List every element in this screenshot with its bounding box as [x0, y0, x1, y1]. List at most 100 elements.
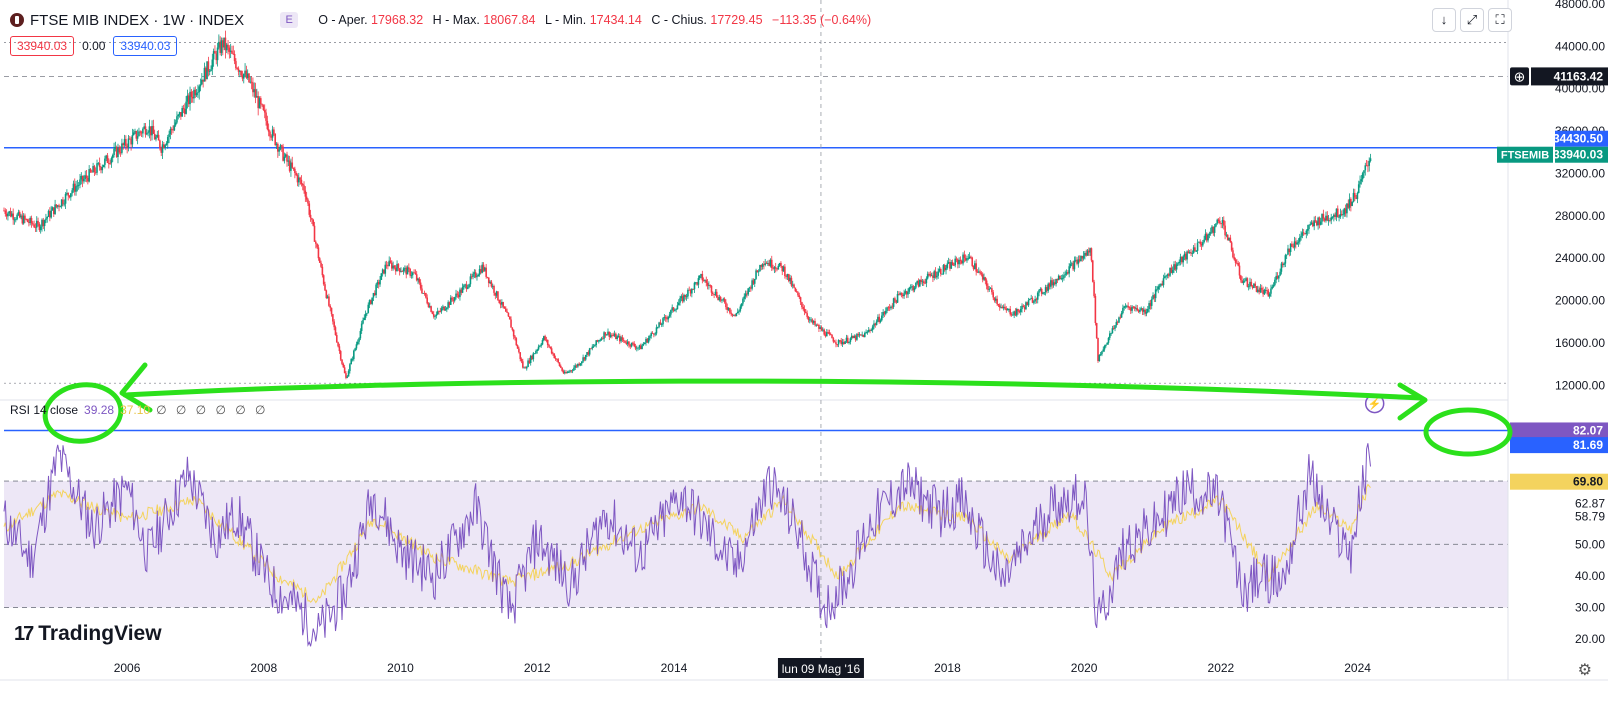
fullscreen-icon[interactable]: ⛶	[1488, 8, 1512, 32]
price-axis-tick-label: 20000.00	[1555, 294, 1605, 308]
price-candle	[891, 306, 894, 308]
price-candle	[968, 256, 971, 259]
price-candle	[879, 320, 882, 322]
price-candle	[353, 350, 355, 360]
price-candle	[1038, 290, 1040, 293]
price-candle	[654, 333, 656, 335]
rsi-axis-label: 82.07	[1573, 423, 1603, 437]
price-candle	[224, 37, 227, 51]
price-candle	[199, 84, 202, 87]
expand-icon[interactable]: ⤢	[1460, 8, 1484, 32]
price-candle	[776, 268, 778, 270]
price-candle	[770, 259, 773, 268]
price-candle	[313, 225, 316, 242]
rsi-legend: RSI 14 close 39.28 37.10 ∅ ∅ ∅ ∅ ∅ ∅	[10, 403, 269, 417]
price-candle	[1064, 274, 1067, 276]
price-candle	[843, 341, 845, 344]
price-candle	[341, 359, 343, 364]
price-candle	[522, 361, 524, 368]
price-candle	[1251, 286, 1254, 289]
gear-icon[interactable]: ⚙	[1577, 662, 1592, 679]
price-candle	[818, 324, 820, 329]
price-candle	[62, 199, 64, 204]
price-candle	[1060, 278, 1063, 280]
price-candle	[719, 297, 722, 301]
buy-price-box[interactable]: 33940.03	[113, 36, 178, 56]
price-candle	[1141, 308, 1144, 312]
sell-price-box[interactable]: 33940.03	[10, 36, 75, 56]
price-candle	[328, 296, 330, 306]
exchange-badge[interactable]: E	[280, 12, 299, 28]
symbol-title[interactable]: FTSE MIB INDEX · 1W · INDEX	[30, 11, 245, 29]
price-candle	[666, 318, 668, 320]
price-candle	[1099, 354, 1102, 356]
price-candle	[1008, 308, 1010, 310]
price-axis-tick-label: 48000.00	[1555, 0, 1605, 11]
price-candle	[780, 262, 782, 266]
symbol-header: FTSE MIB INDEX · 1W · INDEX E O - Aper. …	[10, 8, 877, 32]
price-candle	[1017, 309, 1019, 312]
price-candle	[405, 267, 408, 275]
rsi-axis-tick-label: 30.00	[1575, 601, 1605, 615]
price-candle	[4, 210, 7, 214]
price-candle	[212, 51, 215, 60]
price-candle	[1283, 263, 1285, 265]
price-candle	[1257, 289, 1259, 292]
price-candle	[565, 372, 567, 374]
price-candle	[580, 361, 583, 364]
price-candle	[900, 293, 903, 295]
price-candle	[47, 210, 50, 217]
price-candle	[858, 334, 861, 336]
price-candle	[1144, 309, 1146, 314]
down-arrow-icon[interactable]: ↓	[1432, 8, 1456, 32]
price-candle	[326, 296, 329, 299]
price-candle	[292, 167, 295, 169]
price-candle	[1190, 252, 1192, 254]
price-candle	[30, 217, 33, 224]
price-candle	[747, 288, 749, 295]
price-candle	[912, 286, 915, 291]
add-level-button[interactable]	[1510, 67, 1529, 86]
price-candle	[988, 288, 991, 290]
price-candle	[93, 166, 96, 172]
price-candle	[575, 365, 578, 367]
price-candle	[1126, 305, 1128, 307]
price-candle	[37, 220, 39, 224]
price-candle	[415, 274, 418, 281]
price-candle	[482, 264, 485, 271]
tradingview-logo[interactable]: 17 TradingView	[14, 622, 162, 646]
price-candle	[98, 163, 101, 168]
price-candle	[1285, 254, 1288, 256]
price-candle	[1098, 354, 1101, 361]
symbol-tag-box	[1497, 146, 1553, 163]
price-candle	[222, 40, 224, 48]
price-candle	[641, 345, 643, 350]
rsi-axis-tick-label: 58.79	[1575, 510, 1605, 524]
price-candle	[373, 293, 376, 296]
price-candle	[239, 70, 241, 72]
price-candle	[305, 196, 308, 200]
price-candle	[1073, 260, 1076, 270]
price-candle	[1026, 302, 1029, 306]
price-candle	[56, 205, 59, 207]
price-candle	[677, 302, 680, 306]
price-candle	[304, 190, 307, 197]
price-candle	[1027, 300, 1030, 306]
price-candle	[1034, 298, 1036, 302]
price-candle	[287, 160, 290, 162]
price-candle	[191, 96, 194, 99]
price-candle	[187, 95, 190, 105]
price-candle	[194, 89, 197, 96]
price-candle	[527, 360, 529, 367]
rsi-name[interactable]: RSI 14 close	[10, 403, 79, 417]
price-candle	[49, 210, 51, 218]
price-candle	[173, 125, 176, 131]
price-candle	[607, 331, 609, 335]
price-candle	[1094, 296, 1097, 324]
price-candle	[732, 314, 735, 316]
price-candle	[706, 282, 709, 286]
price-candle	[455, 293, 457, 298]
price-candle	[1205, 233, 1208, 241]
price-candle	[379, 279, 381, 285]
